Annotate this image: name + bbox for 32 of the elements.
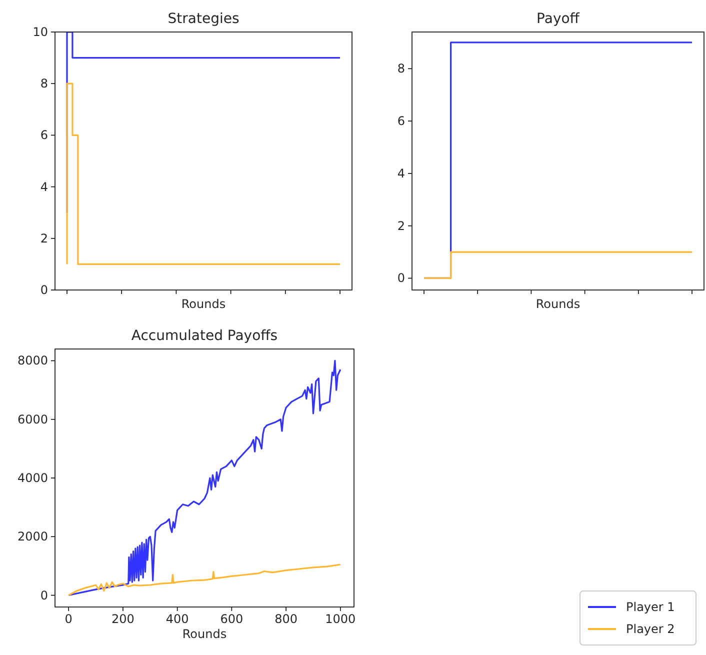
x-tick-label: 1000 xyxy=(325,612,356,626)
x-tick-label: 0 xyxy=(64,612,72,626)
x-tick-label: 400 xyxy=(166,612,189,626)
y-tick-label: 0 xyxy=(40,283,48,297)
x-tick-label: 200 xyxy=(112,612,134,626)
y-tick-label: 6 xyxy=(40,128,48,142)
y-tick-label: 2 xyxy=(40,231,48,246)
y-tick-label: 0 xyxy=(397,271,405,286)
legend-label: Player 1 xyxy=(626,600,675,614)
chart-title: Strategies xyxy=(168,11,240,27)
x-axis-title: Rounds xyxy=(181,297,226,311)
legend-label: Player 2 xyxy=(626,622,675,636)
x-axis-title: Rounds xyxy=(536,297,580,311)
y-tick-label: 2 xyxy=(397,218,405,233)
x-tick-label: 800 xyxy=(274,612,298,626)
y-tick-label: 6 xyxy=(397,114,405,128)
chart-title: Accumulated Payoffs xyxy=(131,328,278,344)
x-axis-title: Rounds xyxy=(182,627,227,641)
chart-title: Payoff xyxy=(536,11,580,27)
line-series xyxy=(68,564,342,596)
y-tick-label: 4 xyxy=(397,166,405,180)
y-tick-label: 6000 xyxy=(17,412,48,426)
y-tick-label: 8000 xyxy=(17,354,48,368)
x-tick-label: 600 xyxy=(220,612,244,626)
line-series xyxy=(68,360,342,596)
y-tick-label: 4000 xyxy=(17,471,48,485)
y-tick-label: 4 xyxy=(40,180,48,194)
y-tick-label: 0 xyxy=(40,588,48,602)
y-tick-label: 2000 xyxy=(17,530,48,544)
y-tick-label: 8 xyxy=(397,62,405,76)
y-tick-label: 8 xyxy=(40,76,48,91)
y-tick-label: 10 xyxy=(32,25,48,39)
